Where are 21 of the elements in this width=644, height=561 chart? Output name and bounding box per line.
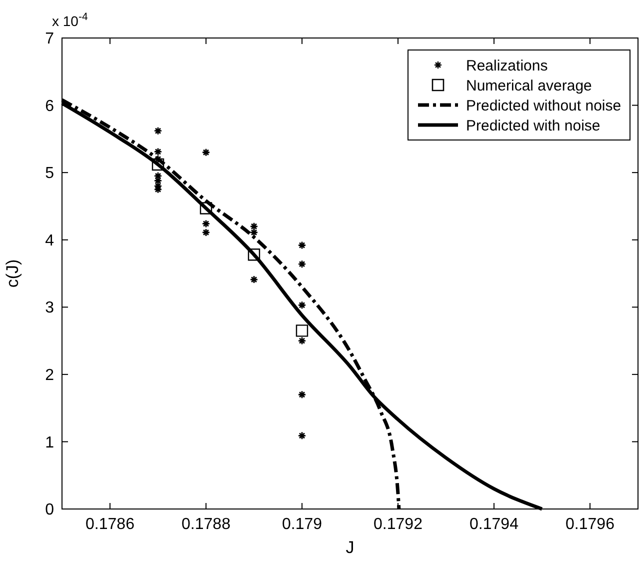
x-tick-label: 0.1788 bbox=[182, 516, 231, 533]
x-tick-label: 0.1792 bbox=[374, 516, 423, 533]
y-tick-label: 5 bbox=[45, 165, 54, 182]
text: x 10$^{-4}$ bbox=[52, 11, 88, 29]
x-tick-label: 0.1786 bbox=[86, 516, 135, 533]
y-tick-label: 1 bbox=[45, 434, 54, 452]
x-axis-title: J bbox=[346, 538, 354, 557]
x-tick-label: 0.1794 bbox=[470, 516, 519, 533]
y-axis-title: c(J) bbox=[3, 259, 22, 288]
x-tick-label: 0.1796 bbox=[566, 516, 615, 533]
y-tick-label: 4 bbox=[45, 232, 54, 250]
y-tick-label: 2 bbox=[45, 367, 54, 384]
legend-label: Predicted without noise bbox=[466, 97, 622, 114]
x-tick-label: 0.179 bbox=[282, 516, 322, 533]
legend-label: Realizations bbox=[466, 57, 548, 74]
legend-label: Numerical average bbox=[466, 77, 592, 94]
y-tick-label: 0 bbox=[45, 502, 54, 519]
y-tick-label: 3 bbox=[45, 300, 54, 317]
legend-label: Predicted with noise bbox=[466, 117, 600, 134]
y-tick-label: 6 bbox=[45, 98, 54, 115]
y-tick-label: 7 bbox=[45, 30, 54, 48]
